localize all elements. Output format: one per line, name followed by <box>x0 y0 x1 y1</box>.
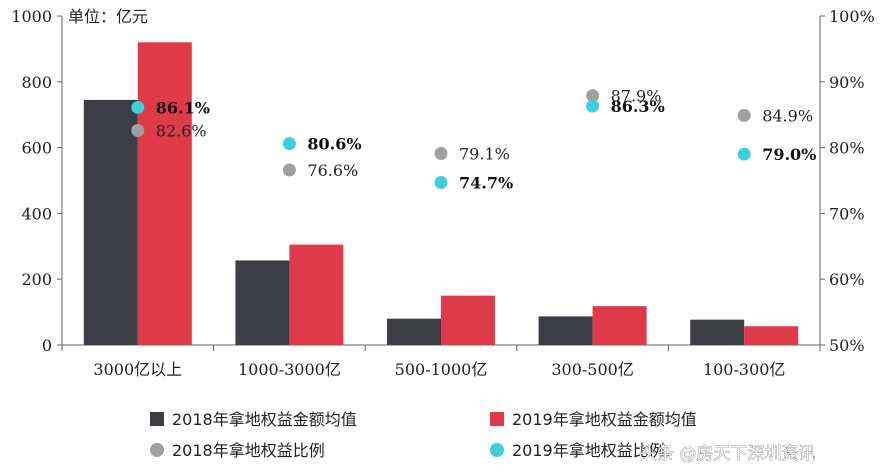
x-category-label: 1000-3000亿 <box>238 360 341 379</box>
point-label-2018: 84.9% <box>762 106 813 125</box>
legend-label-0: 2018年拿地权益金额均值 <box>172 410 357 429</box>
bar-2019 <box>744 326 799 345</box>
legend-label-2: 2018年拿地权益比例 <box>172 441 325 460</box>
right-tick-label: 70% <box>829 204 865 223</box>
left-tick-label: 800 <box>21 73 52 92</box>
legend-swatch-2 <box>150 443 164 457</box>
point-label-2019: 79.0% <box>762 145 816 164</box>
bar-2018 <box>235 260 290 345</box>
left-tick-label: 200 <box>21 270 52 289</box>
point-2018 <box>282 163 296 177</box>
point-label-2018: 79.1% <box>459 145 510 164</box>
unit-label: 单位：亿元 <box>68 7 148 26</box>
right-tick-label: 100% <box>829 7 875 26</box>
left-tick-label: 0 <box>42 336 52 355</box>
points: 82.6% 86.1% 76.6% 80.6% 79.1% 74.7% 87.9%86.3%… <box>131 87 816 192</box>
point-2018 <box>586 89 600 103</box>
left-tick-label: 600 <box>21 139 52 158</box>
point-label-2019: 80.6% <box>307 135 361 154</box>
point-label-2019: 86.3% <box>611 97 665 116</box>
point-2019 <box>737 147 751 161</box>
x-category-label: 100-300亿 <box>703 360 786 379</box>
legend: 2018年拿地权益金额均值 2019年拿地权益金额均值 2018年拿地权益比例 201… <box>150 410 697 460</box>
bar-2019 <box>289 244 344 345</box>
point-label-2019: 86.1% <box>156 98 210 117</box>
x-category-label: 500-1000亿 <box>395 360 488 379</box>
bar-2018 <box>690 319 745 345</box>
point-label-2018: 76.6% <box>307 161 358 180</box>
point-2018 <box>434 147 448 161</box>
watermark: 头条 @房天下深圳资讯 <box>640 444 815 464</box>
legend-swatch-3 <box>490 443 504 457</box>
left-tick-label: 400 <box>21 204 52 223</box>
right-tick-label: 50% <box>829 336 865 355</box>
point-label-2018: 87.9% <box>611 87 662 106</box>
point-label-2019: 74.7% <box>459 173 513 192</box>
legend-label-1: 2019年拿地权益金额均值 <box>512 410 697 429</box>
point-2018 <box>737 108 751 122</box>
bar-2019 <box>592 306 647 345</box>
right-tick-label: 90% <box>829 73 865 92</box>
legend-swatch-0 <box>150 412 164 426</box>
point-label-2018: 82.6% <box>156 121 207 140</box>
point-2019 <box>131 100 145 114</box>
point-2019 <box>586 99 600 113</box>
legend-swatch-1 <box>490 412 504 426</box>
x-category-label: 300-500亿 <box>551 360 634 379</box>
bar-2019 <box>137 42 192 345</box>
x-category-label: 3000亿以上 <box>93 360 182 379</box>
point-2018 <box>131 123 145 137</box>
legend-label-3: 2019年拿地权益比例 <box>512 441 665 460</box>
bar-2018 <box>538 316 593 345</box>
bar-2018 <box>83 99 138 346</box>
bars <box>83 42 799 346</box>
bar-2019 <box>441 295 495 345</box>
point-2019 <box>434 175 448 189</box>
axes: 0 200 400 600 800 1000 50% 60% 70% 80% 90% 100% 3000… <box>11 7 874 379</box>
left-tick-label: 1000 <box>11 7 52 26</box>
bar-2018 <box>387 318 441 345</box>
point-2019 <box>282 137 296 151</box>
right-tick-label: 80% <box>829 139 865 158</box>
right-tick-label: 60% <box>829 270 865 289</box>
